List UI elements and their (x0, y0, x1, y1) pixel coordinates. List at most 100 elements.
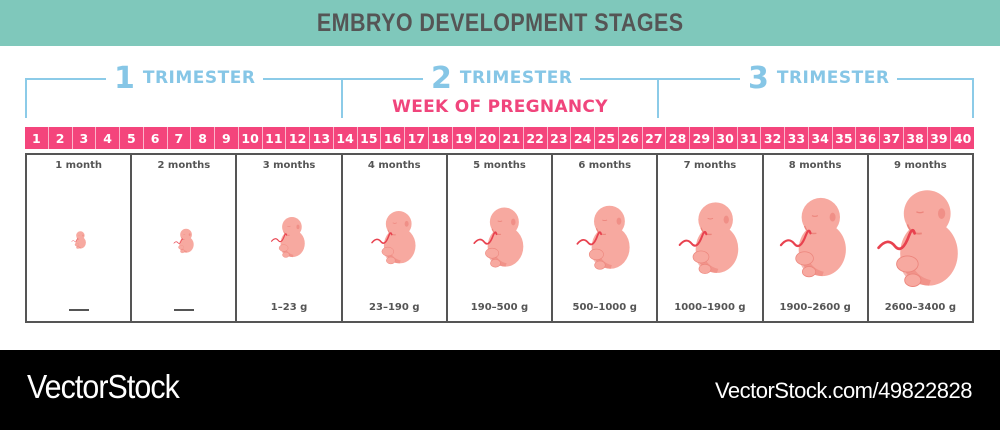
week-cell: 10 (238, 127, 263, 149)
trimester-divider-end (972, 78, 974, 118)
week-of-pregnancy-title: WEEK OF PREGNANCY (392, 97, 608, 117)
month-label: 6 months (578, 160, 632, 171)
month-panel: 2 months (132, 155, 238, 321)
week-cell: 21 (500, 127, 524, 149)
embryo-icon (780, 198, 847, 278)
week-cell: 20 (476, 127, 500, 149)
no-weight-dash (68, 309, 89, 311)
month-panel: 1 month (27, 155, 133, 321)
week-cell: 28 (666, 127, 690, 149)
embryo-illustration (869, 171, 972, 302)
weight-range: 190–500 g (470, 302, 529, 313)
trimester-number: 2 (431, 60, 452, 96)
month-panel: 7 months 1000–1900 g (658, 155, 764, 321)
trimester-number: 1 (114, 60, 135, 96)
weight-range: 1900–2600 g (779, 302, 851, 313)
week-cell: 39 (927, 127, 952, 149)
month-panel: 3 months 1–23 g (237, 155, 343, 321)
embryo-illustration (343, 171, 446, 302)
week-cell: 17 (405, 127, 429, 149)
week-cell: 12 (286, 127, 310, 149)
month-label: 9 months (894, 160, 947, 171)
brand-logo: VectorStock (27, 368, 180, 405)
week-cell: 26 (618, 127, 643, 149)
month-label: 8 months (788, 160, 842, 171)
embryo-icon (173, 228, 194, 253)
week-cell: 4 (96, 127, 120, 149)
embryo-icon (678, 201, 738, 274)
weight-range: 23–190 g (369, 302, 420, 313)
month-label: 2 months (157, 160, 211, 171)
trimester-number: 3 (748, 60, 769, 96)
trimester-divider-1-2 (341, 78, 343, 118)
page-title: EMBRYO DEVELOPMENT STAGES (316, 8, 684, 37)
week-cell: 32 (761, 127, 785, 149)
week-cell: 7 (167, 127, 192, 149)
trimester-divider-2-3 (657, 78, 659, 118)
week-cell: 25 (595, 127, 619, 149)
trimester-word: TRIMESTER (459, 68, 573, 88)
week-cell: 33 (785, 127, 809, 149)
week-cell: 22 (523, 127, 548, 149)
week-cell: 35 (832, 127, 857, 149)
month-panel: 9 months 2600–3400 g (869, 155, 972, 321)
trimester-2-label: 2 TRIMESTER (423, 60, 581, 96)
month-label: 5 months (473, 160, 526, 171)
week-cell: 40 (951, 127, 974, 149)
week-cell: 23 (547, 127, 572, 149)
weight-range: 2600–3400 g (884, 302, 957, 313)
week-cell: 36 (856, 127, 880, 149)
week-cell: 16 (381, 127, 405, 149)
week-cell: 29 (690, 127, 714, 149)
embryo-illustration (27, 171, 130, 309)
embryo-illustration (237, 171, 340, 302)
image-id: VectorStock.com/49822828 (714, 378, 973, 403)
week-cell: 13 (310, 127, 334, 149)
embryo-icon (271, 216, 305, 258)
week-cell: 3 (72, 127, 97, 149)
week-cell: 2 (48, 127, 73, 149)
week-cell: 1 (25, 127, 49, 149)
week-cell: 18 (428, 127, 453, 149)
week-cell: 5 (120, 127, 144, 149)
week-cell: 14 (333, 127, 358, 149)
trimester-1-label: 1 TRIMESTER (106, 60, 264, 96)
week-cell: 31 (737, 127, 762, 149)
month-label: 7 months (683, 160, 737, 171)
week-cell: 30 (713, 127, 738, 149)
month-panel: 8 months 1900–2600 g (764, 155, 869, 321)
embryo-illustration (448, 171, 551, 302)
embryo-icon (70, 231, 86, 249)
week-cell: 11 (262, 127, 287, 149)
week-cell: 8 (191, 127, 215, 149)
embryo-icon (370, 210, 416, 264)
watermark-footer: VectorStock VectorStock.com/49822828 (0, 350, 1000, 430)
month-panels: 1 month 2 months 3 months 1–23 g 4 months (25, 153, 974, 323)
trimester-word: TRIMESTER (776, 68, 890, 88)
no-weight-dash (173, 309, 194, 311)
embryo-illustration (553, 171, 656, 302)
week-cell: 6 (143, 127, 168, 149)
trimester-3-label: 3 TRIMESTER (740, 60, 898, 96)
month-label: 3 months (262, 160, 316, 171)
month-panel: 5 months 190–500 g (448, 155, 554, 321)
embryo-illustration (132, 171, 235, 309)
weight-range: 500–1000 g (572, 302, 637, 313)
embryo-illustration (658, 171, 761, 302)
month-label: 4 months (367, 160, 421, 171)
embryo-icon (877, 189, 959, 287)
week-strip: 1 2 3 4 5 6 7 8 9 10 11 12 13 14 15 16 17 18 19 20 21 22 23 24 2… (25, 127, 974, 149)
title-banner: EMBRYO DEVELOPMENT STAGES (0, 0, 1000, 46)
trimester-divider-start (25, 78, 27, 118)
embryo-icon (472, 207, 523, 268)
week-cell: 38 (903, 127, 928, 149)
week-cell: 9 (215, 127, 239, 149)
embryo-icon (576, 205, 630, 270)
week-cell: 34 (808, 127, 833, 149)
embryo-illustration (764, 171, 867, 302)
week-cell: 37 (880, 127, 904, 149)
month-label: 1 month (55, 160, 102, 171)
month-panel: 4 months 23–190 g (343, 155, 448, 321)
weight-range: 1000–1900 g (674, 302, 746, 313)
week-cell: 15 (357, 127, 382, 149)
